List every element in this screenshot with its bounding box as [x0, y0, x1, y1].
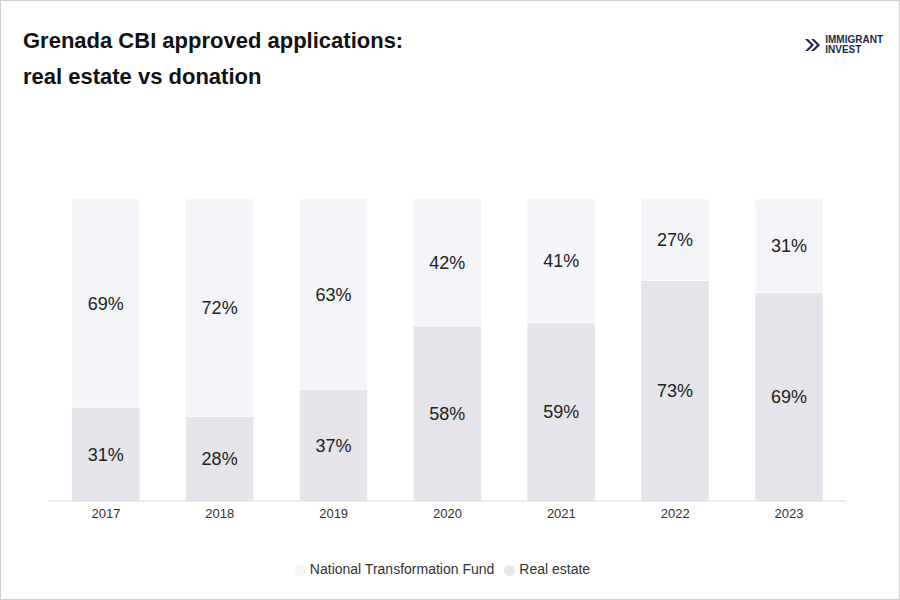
html-text:Real estate: Real estate: [519, 561, 591, 577]
html-text:Grenada CBI approved applicati: Grenada CBI approved applications:: [23, 28, 404, 53]
html-text:IMMIGRANT: IMMIGRANT: [825, 34, 883, 45]
svg-text:31%: 31%: [88, 445, 124, 465]
svg-text:2020: 2020: [433, 506, 462, 521]
svg-text:28%: 28%: [202, 449, 238, 469]
html-text:real estate vs donation: real estate vs donation: [23, 64, 262, 89]
svg-text:2023: 2023: [775, 506, 804, 521]
svg-text:58%: 58%: [429, 404, 465, 424]
svg-text:37%: 37%: [315, 436, 351, 456]
svg-text:31%: 31%: [771, 236, 807, 256]
svg-text:2018: 2018: [205, 506, 234, 521]
svg-text:63%: 63%: [315, 285, 351, 305]
svg-text:69%: 69%: [771, 387, 807, 407]
svg-text:72%: 72%: [202, 298, 238, 318]
svg-text:41%: 41%: [543, 251, 579, 271]
svg-text:2022: 2022: [661, 506, 690, 521]
svg-text:59%: 59%: [543, 402, 579, 422]
html-text:National Transformation Fund: National Transformation Fund: [309, 561, 495, 577]
svg-text:73%: 73%: [657, 381, 693, 401]
svg-text:27%: 27%: [657, 230, 693, 250]
html-text:INVEST: INVEST: [825, 44, 862, 55]
svg-text:2021: 2021: [547, 506, 576, 521]
svg-text:42%: 42%: [429, 253, 465, 273]
svg-text:2019: 2019: [319, 506, 348, 521]
svg-text:69%: 69%: [88, 294, 124, 314]
svg-text:2017: 2017: [91, 506, 120, 521]
